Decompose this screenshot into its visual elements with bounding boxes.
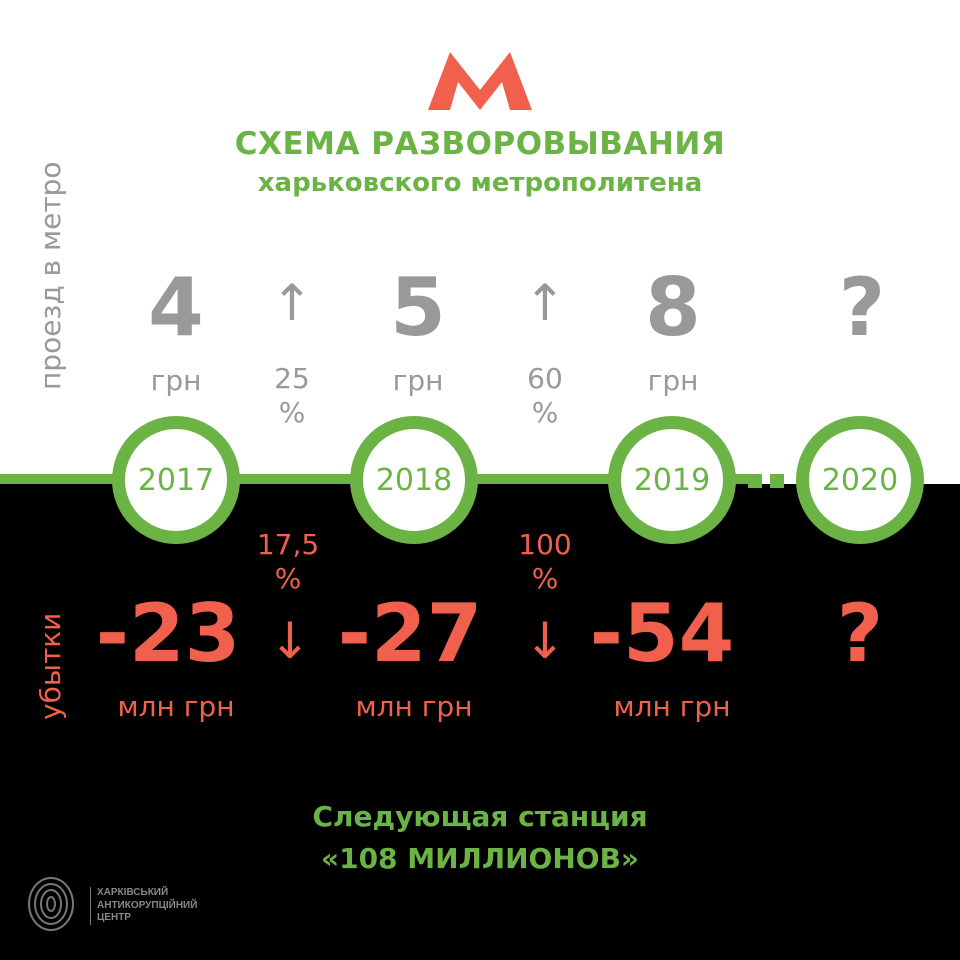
fare-unit: грн xyxy=(647,364,699,397)
subtitle: харьковского метрополитена xyxy=(257,168,703,198)
fare-change: 25% xyxy=(274,362,310,429)
fare-unit: грн xyxy=(392,364,444,397)
arrow-up-icon: ↑ xyxy=(524,274,566,332)
fare-label: проезд в метро xyxy=(34,161,67,390)
year-2017: 2017 xyxy=(112,416,240,544)
loss-2017: -23 xyxy=(95,587,241,680)
fingerprint-icon xyxy=(28,877,74,931)
year-2019: 2019 xyxy=(608,416,736,544)
metro-logo-icon xyxy=(428,52,532,110)
next-station-label: Следующая станция xyxy=(312,800,648,833)
arrow-down-icon: ↓ xyxy=(524,612,566,670)
timeline-dot xyxy=(770,474,784,488)
fare-2018: 5 xyxy=(390,261,446,354)
arrow-up-icon: ↑ xyxy=(271,274,313,332)
loss-unit: млн грн xyxy=(117,690,235,723)
fare-2020: ? xyxy=(838,261,886,354)
arrow-down-icon: ↓ xyxy=(269,612,311,670)
timeline-dot xyxy=(748,474,762,488)
top-background xyxy=(0,0,960,484)
fare-2017: 4 xyxy=(148,261,204,354)
next-station-name: «108 МИЛЛИОНОВ» xyxy=(321,842,639,875)
loss-unit: млн грн xyxy=(355,690,473,723)
loss-2020: ? xyxy=(836,587,884,680)
loss-unit: млн грн xyxy=(613,690,731,723)
fare-unit: грн xyxy=(150,364,202,397)
year-2020: 2020 xyxy=(796,416,924,544)
fare-change: 60% xyxy=(527,362,563,429)
org-logo-text: ХАРКІВСЬКИЙ АНТИКОРУПЦІЙНИЙ ЦЕНТР xyxy=(90,887,197,925)
title: СХЕМА РАЗВОРОВЫВАНИЯ xyxy=(234,126,726,162)
loss-label: убытки xyxy=(34,612,67,720)
loss-change: 100% xyxy=(518,528,572,595)
fare-2019: 8 xyxy=(645,261,701,354)
loss-change: 17,5% xyxy=(256,528,320,595)
year-2018: 2018 xyxy=(350,416,478,544)
loss-2018: -27 xyxy=(337,587,483,680)
loss-2019: -54 xyxy=(589,587,735,680)
